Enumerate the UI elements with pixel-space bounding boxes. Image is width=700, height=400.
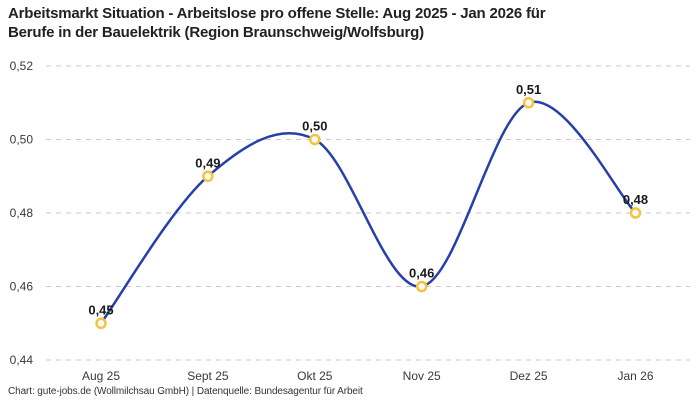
- series-line: [99, 100, 637, 325]
- data-point-label: 0,51: [516, 82, 541, 97]
- chart-title-line2: Berufe in der Bauelektrik (Region Brauns…: [8, 23, 424, 41]
- data-point-label: 0,50: [302, 119, 327, 134]
- chart-source-footer: Chart: gute-jobs.de (Wollmilchsau GmbH) …: [8, 386, 363, 397]
- data-point-marker[interactable]: [629, 207, 642, 219]
- x-axis-tick-label: Dez 25: [510, 369, 548, 383]
- x-axis-tick-label: Okt 25: [297, 369, 333, 383]
- data-point-marker[interactable]: [95, 317, 107, 330]
- data-point-marker[interactable]: [202, 170, 214, 183]
- chart-title: Arbeitsmarkt Situation - Arbeitslose pro…: [8, 5, 692, 42]
- y-axis-tick-label: 0,44: [10, 353, 34, 367]
- y-axis-tick-label: 0,52: [10, 59, 34, 73]
- data-point-marker[interactable]: [522, 97, 535, 109]
- data-point-label: 0,48: [623, 192, 648, 207]
- data-point-label: 0,46: [409, 266, 434, 281]
- chart-title-line1: Arbeitsmarkt Situation - Arbeitslose pro…: [8, 5, 546, 22]
- x-axis-tick-label: Nov 25: [403, 369, 441, 383]
- data-point-label: 0,49: [195, 155, 220, 170]
- data-point-marker[interactable]: [309, 133, 321, 146]
- y-axis-tick-label: 0,50: [10, 133, 34, 147]
- x-axis-tick-label: Sept 25: [187, 369, 229, 383]
- x-axis-tick-label: Aug 25: [82, 369, 120, 383]
- x-axis-tick-label: Jan 26: [617, 369, 653, 383]
- y-axis-tick-label: 0,46: [10, 280, 34, 294]
- data-point-label: 0,45: [88, 302, 113, 317]
- data-point-marker[interactable]: [415, 280, 428, 293]
- y-axis-tick-label: 0,48: [10, 206, 34, 220]
